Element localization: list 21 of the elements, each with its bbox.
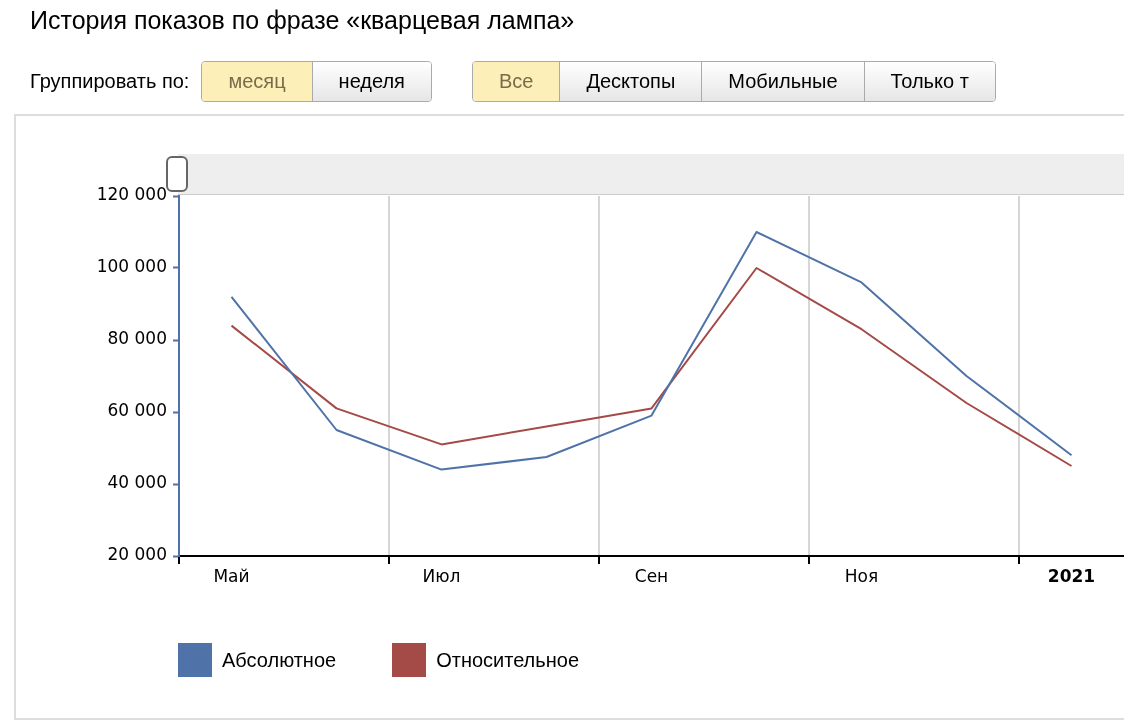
y-tick-label: 40 000: [107, 472, 167, 493]
text: Все: [472, 62, 560, 101]
y-tick-label: 20 000: [107, 544, 167, 565]
x-tick-label: 2021: [1047, 565, 1096, 586]
x-tick-label: Май: [213, 565, 250, 586]
legend-label: Абсолютное: [222, 648, 337, 672]
x-tick-label: Июл: [422, 565, 461, 586]
legend-label: Относительное: [436, 648, 580, 672]
y-tick-label: 60 000: [107, 400, 167, 421]
text: Только т: [863, 62, 995, 101]
chart-title: История показов по фразе «кварцевая лампа»: [30, 6, 575, 35]
y-tick-label: 120 000: [96, 184, 167, 205]
y-tick-label: 80 000: [107, 328, 167, 349]
x-tick-label: Сен: [634, 565, 669, 586]
text: Мобильные: [701, 62, 864, 101]
text: Десктопы: [559, 62, 702, 101]
text: неделя: [311, 62, 431, 101]
y-tick-label: 100 000: [96, 256, 167, 277]
text: месяц: [202, 62, 312, 101]
x-tick-label: Ноя: [844, 565, 879, 586]
text: Группировать по:: [30, 70, 190, 93]
